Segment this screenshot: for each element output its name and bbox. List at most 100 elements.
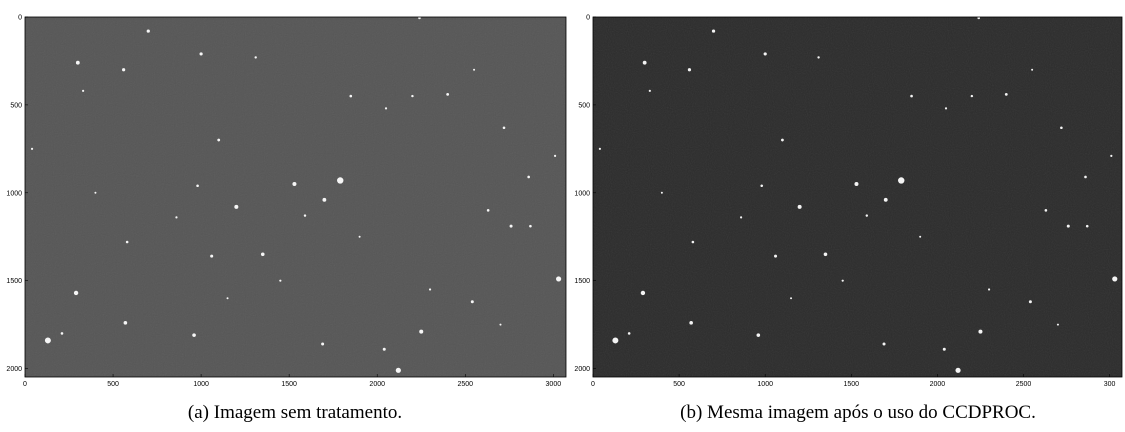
x-tick-label: 2500 (1016, 381, 1032, 388)
star (200, 52, 203, 55)
y-tick-label: 1500 (6, 278, 22, 285)
star (527, 176, 530, 179)
image-noise (25, 17, 566, 377)
star (61, 332, 64, 335)
star (383, 348, 386, 351)
star (74, 291, 78, 295)
star (971, 95, 973, 97)
star (884, 198, 888, 202)
star (883, 342, 886, 345)
star (529, 225, 532, 228)
caption: (b) Mesma imagem após o uso do CCDPROC. (680, 402, 1036, 423)
y-tick-label: 500 (578, 102, 590, 109)
y-tick-label: 0 (18, 15, 22, 22)
star (757, 333, 761, 337)
x-tick-label: 500 (107, 381, 119, 388)
x-tick-label: 1000 (193, 381, 209, 388)
star (82, 90, 84, 92)
star (76, 61, 80, 65)
star (192, 333, 196, 337)
x-tick-label: 2500 (457, 381, 473, 388)
star (126, 241, 129, 244)
star (210, 255, 213, 258)
star (798, 205, 802, 209)
star (688, 68, 691, 71)
star (217, 139, 220, 142)
star (919, 236, 921, 238)
star (978, 330, 982, 334)
star (760, 184, 763, 187)
star (661, 192, 663, 194)
x-tick-label: 0 (591, 381, 595, 388)
star (599, 148, 601, 150)
image-panel (25, 17, 566, 377)
star (446, 93, 449, 96)
star (712, 29, 715, 32)
x-tick-label: 2000 (930, 381, 946, 388)
star (385, 107, 387, 109)
x-tick-label: 1500 (281, 381, 297, 388)
y-tick-label: 2000 (574, 366, 590, 373)
y-tick-label: 500 (10, 102, 22, 109)
star (824, 253, 828, 257)
star (866, 214, 868, 216)
star (1057, 324, 1059, 326)
star (1045, 209, 1048, 212)
star (1084, 176, 1087, 179)
star (304, 214, 306, 216)
x-tick-label: 3000 (546, 381, 562, 388)
star (740, 216, 742, 218)
star (45, 337, 51, 343)
star (349, 95, 352, 98)
star (628, 332, 631, 335)
star (988, 288, 990, 290)
x-tick-label: 0 (23, 381, 27, 388)
y-tick-label: 1000 (574, 190, 590, 197)
y-tick-label: 1500 (574, 278, 590, 285)
caption: (a) Imagem sem tratamento. (188, 402, 402, 423)
star (854, 182, 858, 186)
star (955, 368, 960, 373)
y-tick-label: 2000 (6, 366, 22, 373)
star (781, 139, 784, 142)
star (649, 90, 651, 92)
star (1005, 93, 1008, 96)
star (643, 61, 647, 65)
star (337, 177, 343, 183)
star (429, 288, 431, 290)
star (31, 148, 33, 150)
star (842, 280, 844, 282)
star (359, 236, 361, 238)
star (292, 182, 296, 186)
y-tick-label: 1000 (6, 190, 22, 197)
x-tick-label: 2000 (369, 381, 385, 388)
star (419, 330, 423, 334)
star (1029, 300, 1032, 303)
x-tick-label: 1000 (757, 381, 773, 388)
star (774, 255, 777, 258)
image-panel (593, 17, 1122, 377)
figure: 0 500 1000 1500 2000 2500 3000 0 500 1000 1500 2000… (0, 0, 1125, 432)
star (790, 297, 792, 299)
star (261, 253, 265, 257)
star (641, 291, 645, 295)
star (1112, 276, 1117, 281)
star (1086, 225, 1089, 228)
star (945, 107, 947, 109)
star (943, 348, 946, 351)
star (510, 225, 513, 228)
star (487, 209, 490, 212)
y-tick-label: 0 (586, 15, 590, 22)
star (124, 321, 128, 325)
star (254, 56, 256, 58)
star (1110, 155, 1112, 157)
star (471, 300, 474, 303)
star (196, 184, 199, 187)
star (556, 276, 561, 281)
star (499, 324, 501, 326)
star (411, 95, 413, 97)
star (554, 155, 556, 157)
star (175, 216, 177, 218)
star (692, 241, 695, 244)
star (764, 52, 767, 55)
